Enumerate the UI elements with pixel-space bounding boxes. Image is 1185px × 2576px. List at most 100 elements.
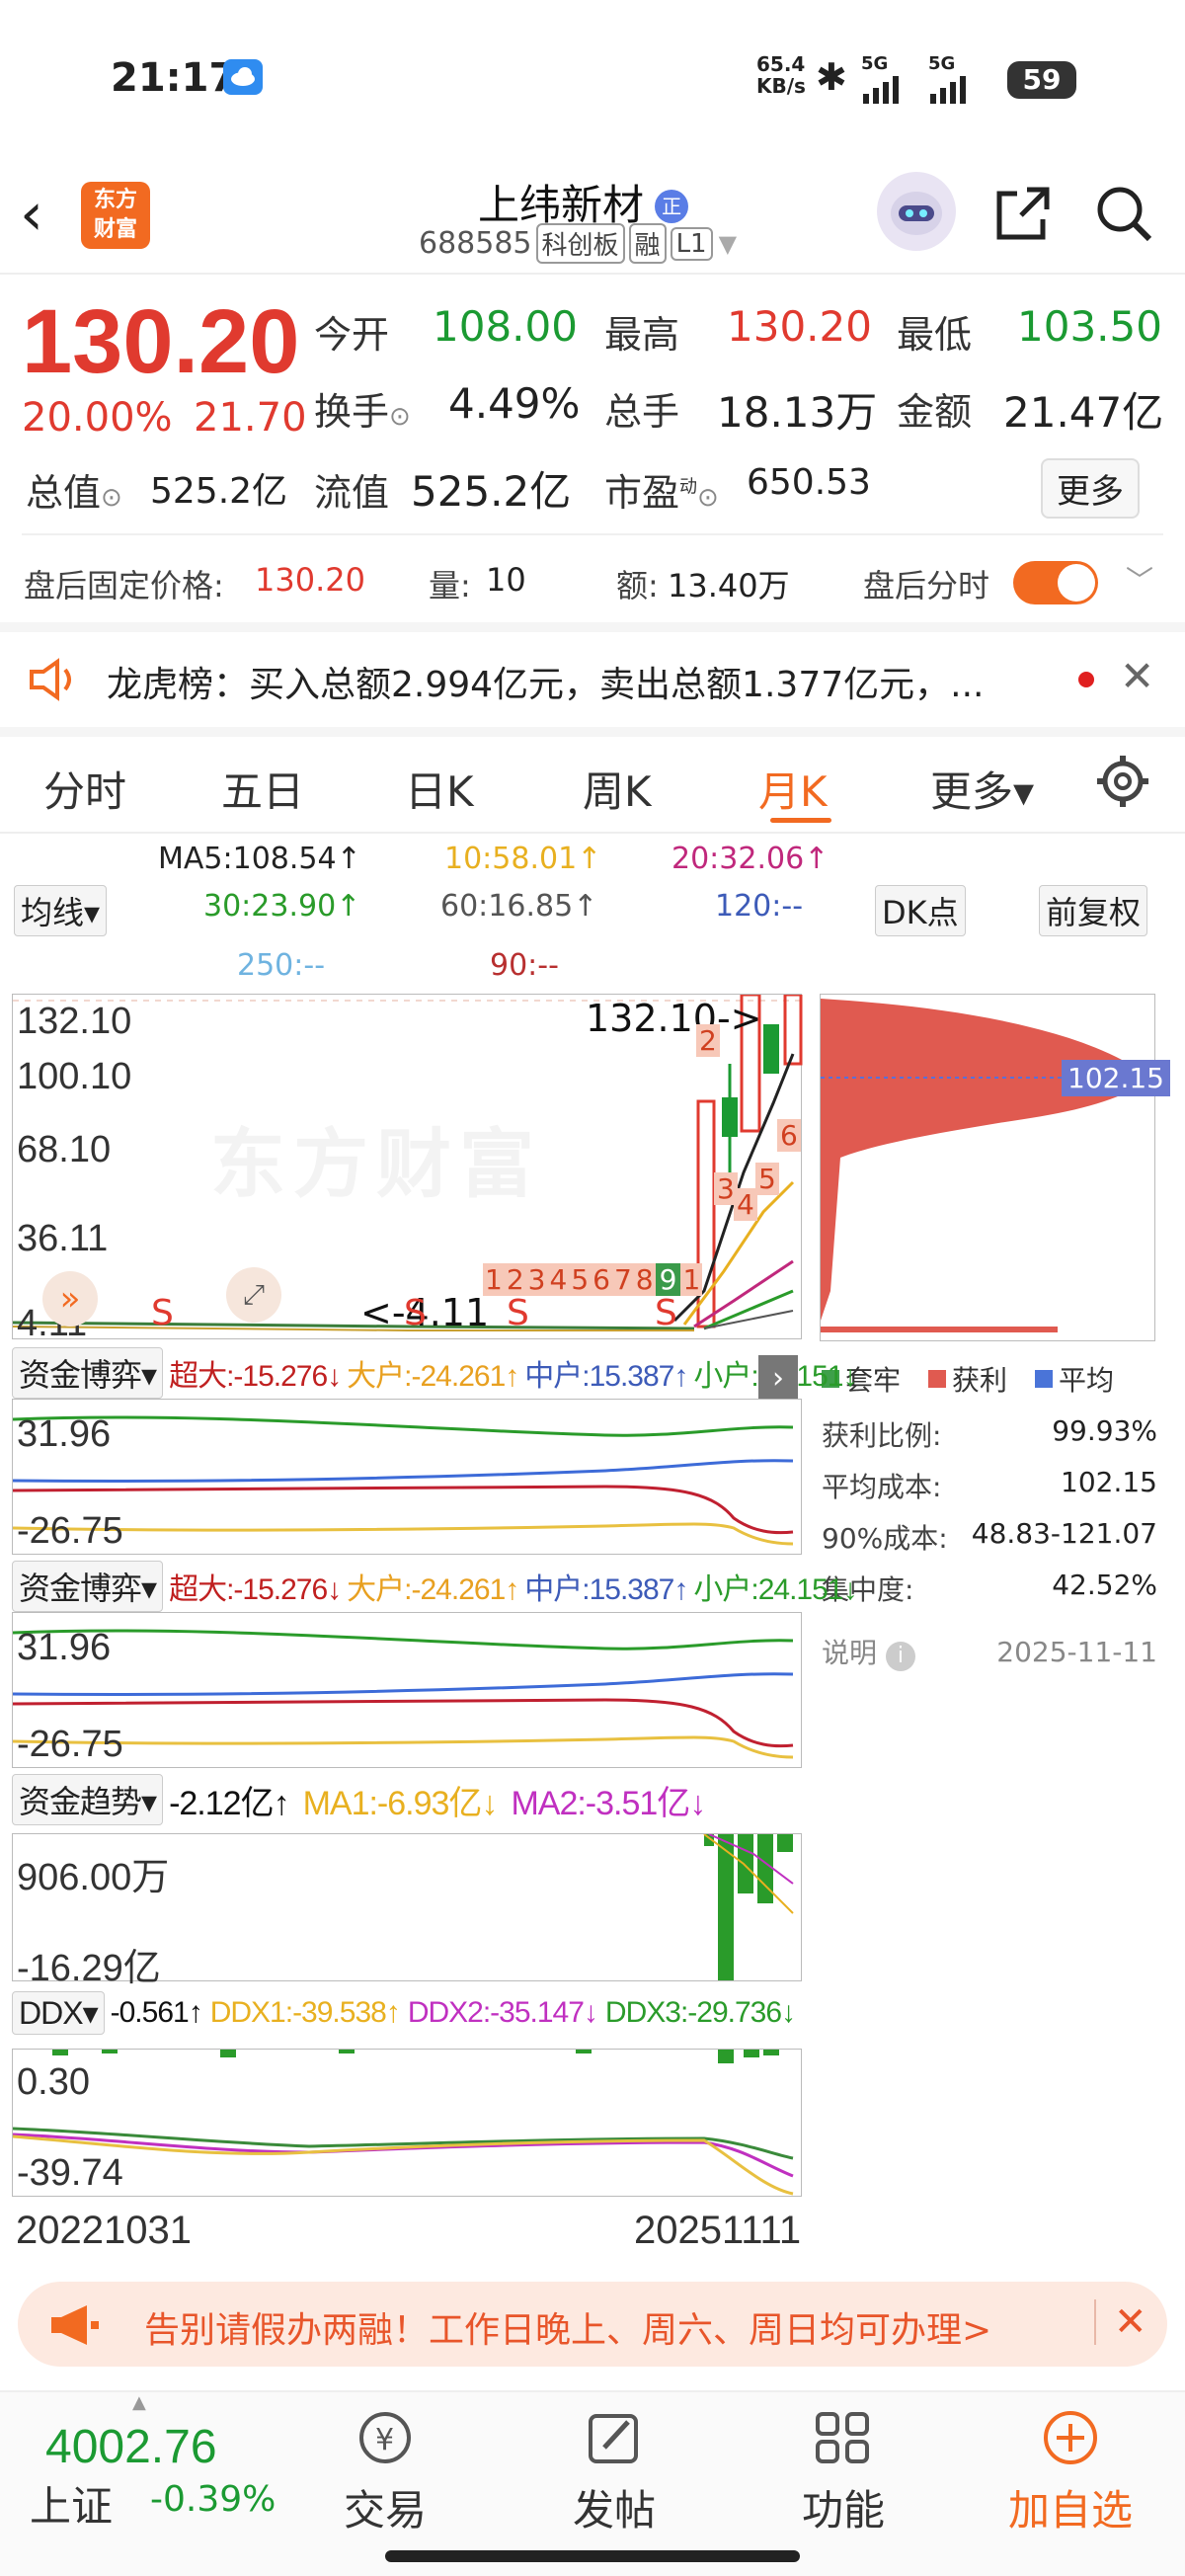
chip-footer: 说明 i 2025-11-11	[822, 1632, 1157, 1671]
afterhours-toggle-label: 盘后分时	[863, 567, 990, 604]
open-value: 108.00	[433, 302, 578, 351]
signal-icon-1: 5G	[861, 53, 908, 108]
afterhours-price: 130.20	[255, 561, 365, 599]
features-button[interactable]: 功能	[745, 2408, 942, 2537]
active-tab-indicator	[770, 818, 831, 823]
max-price-label: 132.10->	[586, 997, 762, 1040]
legend-average: 平均	[1059, 1364, 1115, 1397]
share-icon[interactable]	[991, 182, 1055, 249]
tab-intraday[interactable]: 分时	[43, 767, 127, 816]
indicator-1-header: 资金博弈▾ 超大:-15.276↓ 大户:-24.261↑ 中户:15.387↑…	[12, 1347, 857, 1399]
grid-icon	[816, 2412, 869, 2463]
stat-profit-ratio: 获利比例: 99.93%	[822, 1414, 1157, 1452]
indicator-1-chart: 31.96 -26.75	[12, 1399, 802, 1555]
turnover-label: 换手⊙	[314, 390, 411, 434]
chevron-down-icon[interactable]: ﹀	[1126, 564, 1154, 597]
tab-monthly-k[interactable]: 月K	[758, 767, 828, 816]
afterhours-bar: 盘后固定价格: 130.20 量: 10 额: 13.40万 盘后分时 ﹀	[0, 549, 1185, 612]
afterhours-amt: 13.40万	[668, 567, 790, 604]
ma5-value: MA5:108.54↑	[158, 842, 361, 876]
quote-panel: 130.20 20.00% 21.70 今开 108.00 最高 130.20 …	[0, 284, 1185, 531]
trade-button[interactable]: ¥ 交易	[286, 2408, 484, 2537]
title-badge: 正	[655, 190, 689, 223]
afterhours-vol-label: 量:	[429, 567, 471, 604]
indicator-3-selector[interactable]: 资金趋势▾	[12, 1774, 164, 1825]
post-button[interactable]: 发帖	[515, 2408, 713, 2537]
low-value: 103.50	[1017, 302, 1162, 351]
expand-left-icon[interactable]: »	[42, 1271, 98, 1327]
index-change: -0.39%	[150, 2479, 276, 2520]
volume-label: 总手	[604, 390, 680, 434]
close-icon[interactable]: ✕	[1120, 652, 1155, 700]
edit-icon	[589, 2414, 638, 2463]
promo-text: 告别请假办两融！工作日晚上、周六、周日均可办理>	[144, 2310, 992, 2351]
sell-mark-2: S	[404, 1293, 427, 1333]
ytick-2: 100.10	[17, 1056, 132, 1097]
stock-code-line: 688585 科创板 融 L1 ▼	[419, 223, 737, 264]
pe-value: 650.53	[747, 462, 871, 503]
cloud-icon	[223, 59, 263, 95]
current-price: 130.20	[22, 291, 300, 392]
legend-profit: 获利	[952, 1364, 1008, 1397]
sell-mark-4: S	[655, 1293, 677, 1333]
status-bar: 21:17 65.4 KB/s ✱ 5G 5G 59	[0, 0, 1185, 148]
afterhours-price-label: 盘后固定价格:	[24, 567, 224, 604]
high-label: 最高	[604, 313, 680, 357]
dk-point-button[interactable]: DK点	[875, 885, 966, 936]
indicator-1-selector[interactable]: 资金博弈▾	[12, 1347, 164, 1399]
battery-icon: 59	[1007, 61, 1076, 99]
tab-5day[interactable]: 五日	[221, 767, 305, 816]
more-button[interactable]: 更多	[1041, 458, 1140, 519]
sell-mark-3: S	[507, 1293, 529, 1333]
chip-distribution-chart[interactable]: 102.15	[820, 994, 1170, 1341]
low-label: 最低	[897, 313, 973, 357]
index-value[interactable]: 4002.76	[45, 2421, 217, 2473]
seq-top-3: 3	[714, 1172, 738, 1205]
indicator-4-selector[interactable]: DDX▾	[12, 1991, 105, 2035]
turnover-value: 4.49%	[448, 379, 581, 428]
kline-chart[interactable]: 东方财富 132.10 100.10 68.10 36.11 4.11 132.…	[12, 994, 803, 1344]
status-time: 21:17	[111, 55, 237, 101]
tab-weekly-k[interactable]: 周K	[583, 767, 652, 816]
tab-daily-k[interactable]: 日K	[405, 767, 474, 816]
app-logo: 东方 财富	[81, 182, 150, 249]
date-end: 20251111	[634, 2209, 802, 2252]
indicator-4-header: DDX▾ -0.561↑ DDX1:-39.538↑ DDX2:-35.147↓…	[12, 1991, 802, 2035]
fullscreen-icon[interactable]: ⤢	[226, 1267, 281, 1323]
adjust-button[interactable]: 前复权	[1039, 885, 1148, 936]
ind2-ymin: -26.75	[17, 1724, 123, 1765]
afterhours-amt-label: 额:	[616, 567, 659, 604]
avg-cost-label: 102.15	[1062, 1060, 1170, 1096]
chevron-right-icon[interactable]: ›	[758, 1355, 798, 1403]
gear-icon[interactable]	[1094, 753, 1151, 814]
change-abs: 21.70	[194, 395, 307, 441]
add-watchlist-button[interactable]: 加自选	[972, 2408, 1169, 2537]
pe-label: 市盈动⊙	[604, 471, 719, 515]
index-name[interactable]: 上证	[30, 2482, 114, 2531]
stock-code: 688585	[419, 226, 532, 261]
chip-stats: 获利比例: 99.93% 平均成本: 102.15 90%成本: 48.83-121.…	[822, 1414, 1157, 1620]
assistant-avatar[interactable]	[877, 172, 956, 251]
afterhours-toggle[interactable]	[1013, 561, 1098, 604]
back-arrow-icon[interactable]: ‹	[20, 180, 43, 249]
ma60-value: 60:16.85↑	[440, 889, 598, 924]
tab-more[interactable]: 更多▾	[930, 767, 1035, 816]
search-icon[interactable]	[1092, 182, 1155, 249]
amount-label: 金额	[897, 390, 973, 434]
promo-banner[interactable]: 告别请假办两融！工作日晚上、周六、周日均可办理> ✕	[18, 2282, 1167, 2367]
ytick-4: 36.11	[17, 1218, 109, 1259]
ma20-value: 20:32.06↑	[672, 842, 830, 876]
indicator-2-selector[interactable]: 资金博弈▾	[12, 1561, 164, 1612]
close-icon[interactable]: ✕	[1094, 2299, 1147, 2345]
notice-bar[interactable]: 龙虎榜：买入总额2.994亿元，卖出总额1.377亿元，... ✕	[0, 632, 1185, 727]
ma-selector[interactable]: 均线▾	[14, 885, 108, 936]
float-value: 525.2亿	[411, 467, 572, 516]
sell-mark-1: S	[151, 1293, 174, 1333]
indicator-4-chart: 0.30 -39.74	[12, 2049, 802, 2197]
chevron-down-icon: ▼	[718, 229, 738, 258]
stat-90-cost: 90%成本: 48.83-121.07	[822, 1517, 1157, 1555]
yen-exchange-icon: ¥	[359, 2412, 411, 2463]
legend-trapped: 套牢	[845, 1364, 902, 1397]
indicator-2-header: 资金博弈▾ 超大:-15.276↓ 大户:-24.261↑ 中户:15.387↑…	[12, 1561, 857, 1612]
watermark: 东方财富	[210, 1120, 542, 1208]
